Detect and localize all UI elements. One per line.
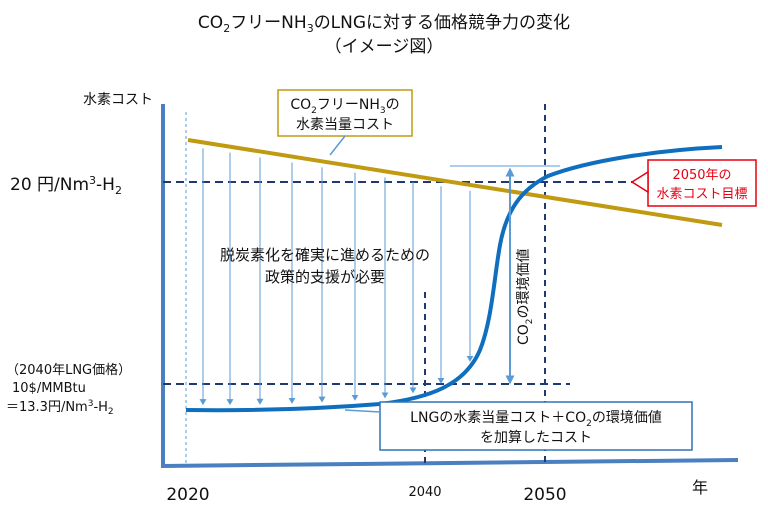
nh3-annotation-line2: 水素当量コスト — [296, 117, 394, 133]
policy-note-line2: 政策的支援が必要 — [265, 268, 385, 286]
x-axis — [160, 458, 739, 468]
lng-annotation-line2: を加算したコスト — [480, 430, 592, 446]
x-tick-2050: 2050 — [523, 485, 566, 505]
y-tick-lng-line2: 10$/MMBtu — [12, 381, 86, 396]
chart-title: CO2フリーNH3のLNGに対する価格競争力の変化 — [198, 13, 570, 35]
target-annotation-box — [647, 159, 757, 207]
y-axis-label: 水素コスト — [83, 92, 153, 108]
chart-subtitle: （イメージ図） — [325, 37, 444, 57]
lng-annotation-box — [379, 401, 693, 451]
nh3-annotation-line1: CO2フリーNH3の — [290, 97, 399, 116]
target-pointer — [630, 170, 649, 194]
x-tick-2040: 2040 — [408, 485, 441, 500]
policy-note-line1: 脱炭素化を確実に進めるための — [220, 246, 430, 264]
x-tick-2020: 2020 — [166, 485, 209, 505]
target-annotation-line2: 水素コスト目標 — [656, 187, 747, 202]
y-tick-target: 20 円/Nm3-H2 — [10, 174, 122, 197]
lng-cost-curve — [185, 145, 723, 413]
lng-annotation-line1: LNGの水素当量コスト＋CO2の環境価値 — [410, 410, 662, 429]
env-value-label: CO2の環境価値 — [516, 248, 535, 345]
x-axis-label: 年 — [692, 478, 708, 497]
y-tick-lng-line3: ＝13.3円/Nm3-H2 — [6, 399, 114, 417]
support-arrows — [199, 148, 474, 406]
nh3-cost-line — [187, 138, 723, 227]
nh3-leader — [329, 135, 346, 156]
target-annotation-line1: 2050年の — [672, 168, 731, 183]
lng-leader — [344, 409, 381, 413]
y-tick-lng-line1: （2040年LNG価格） — [6, 362, 131, 378]
